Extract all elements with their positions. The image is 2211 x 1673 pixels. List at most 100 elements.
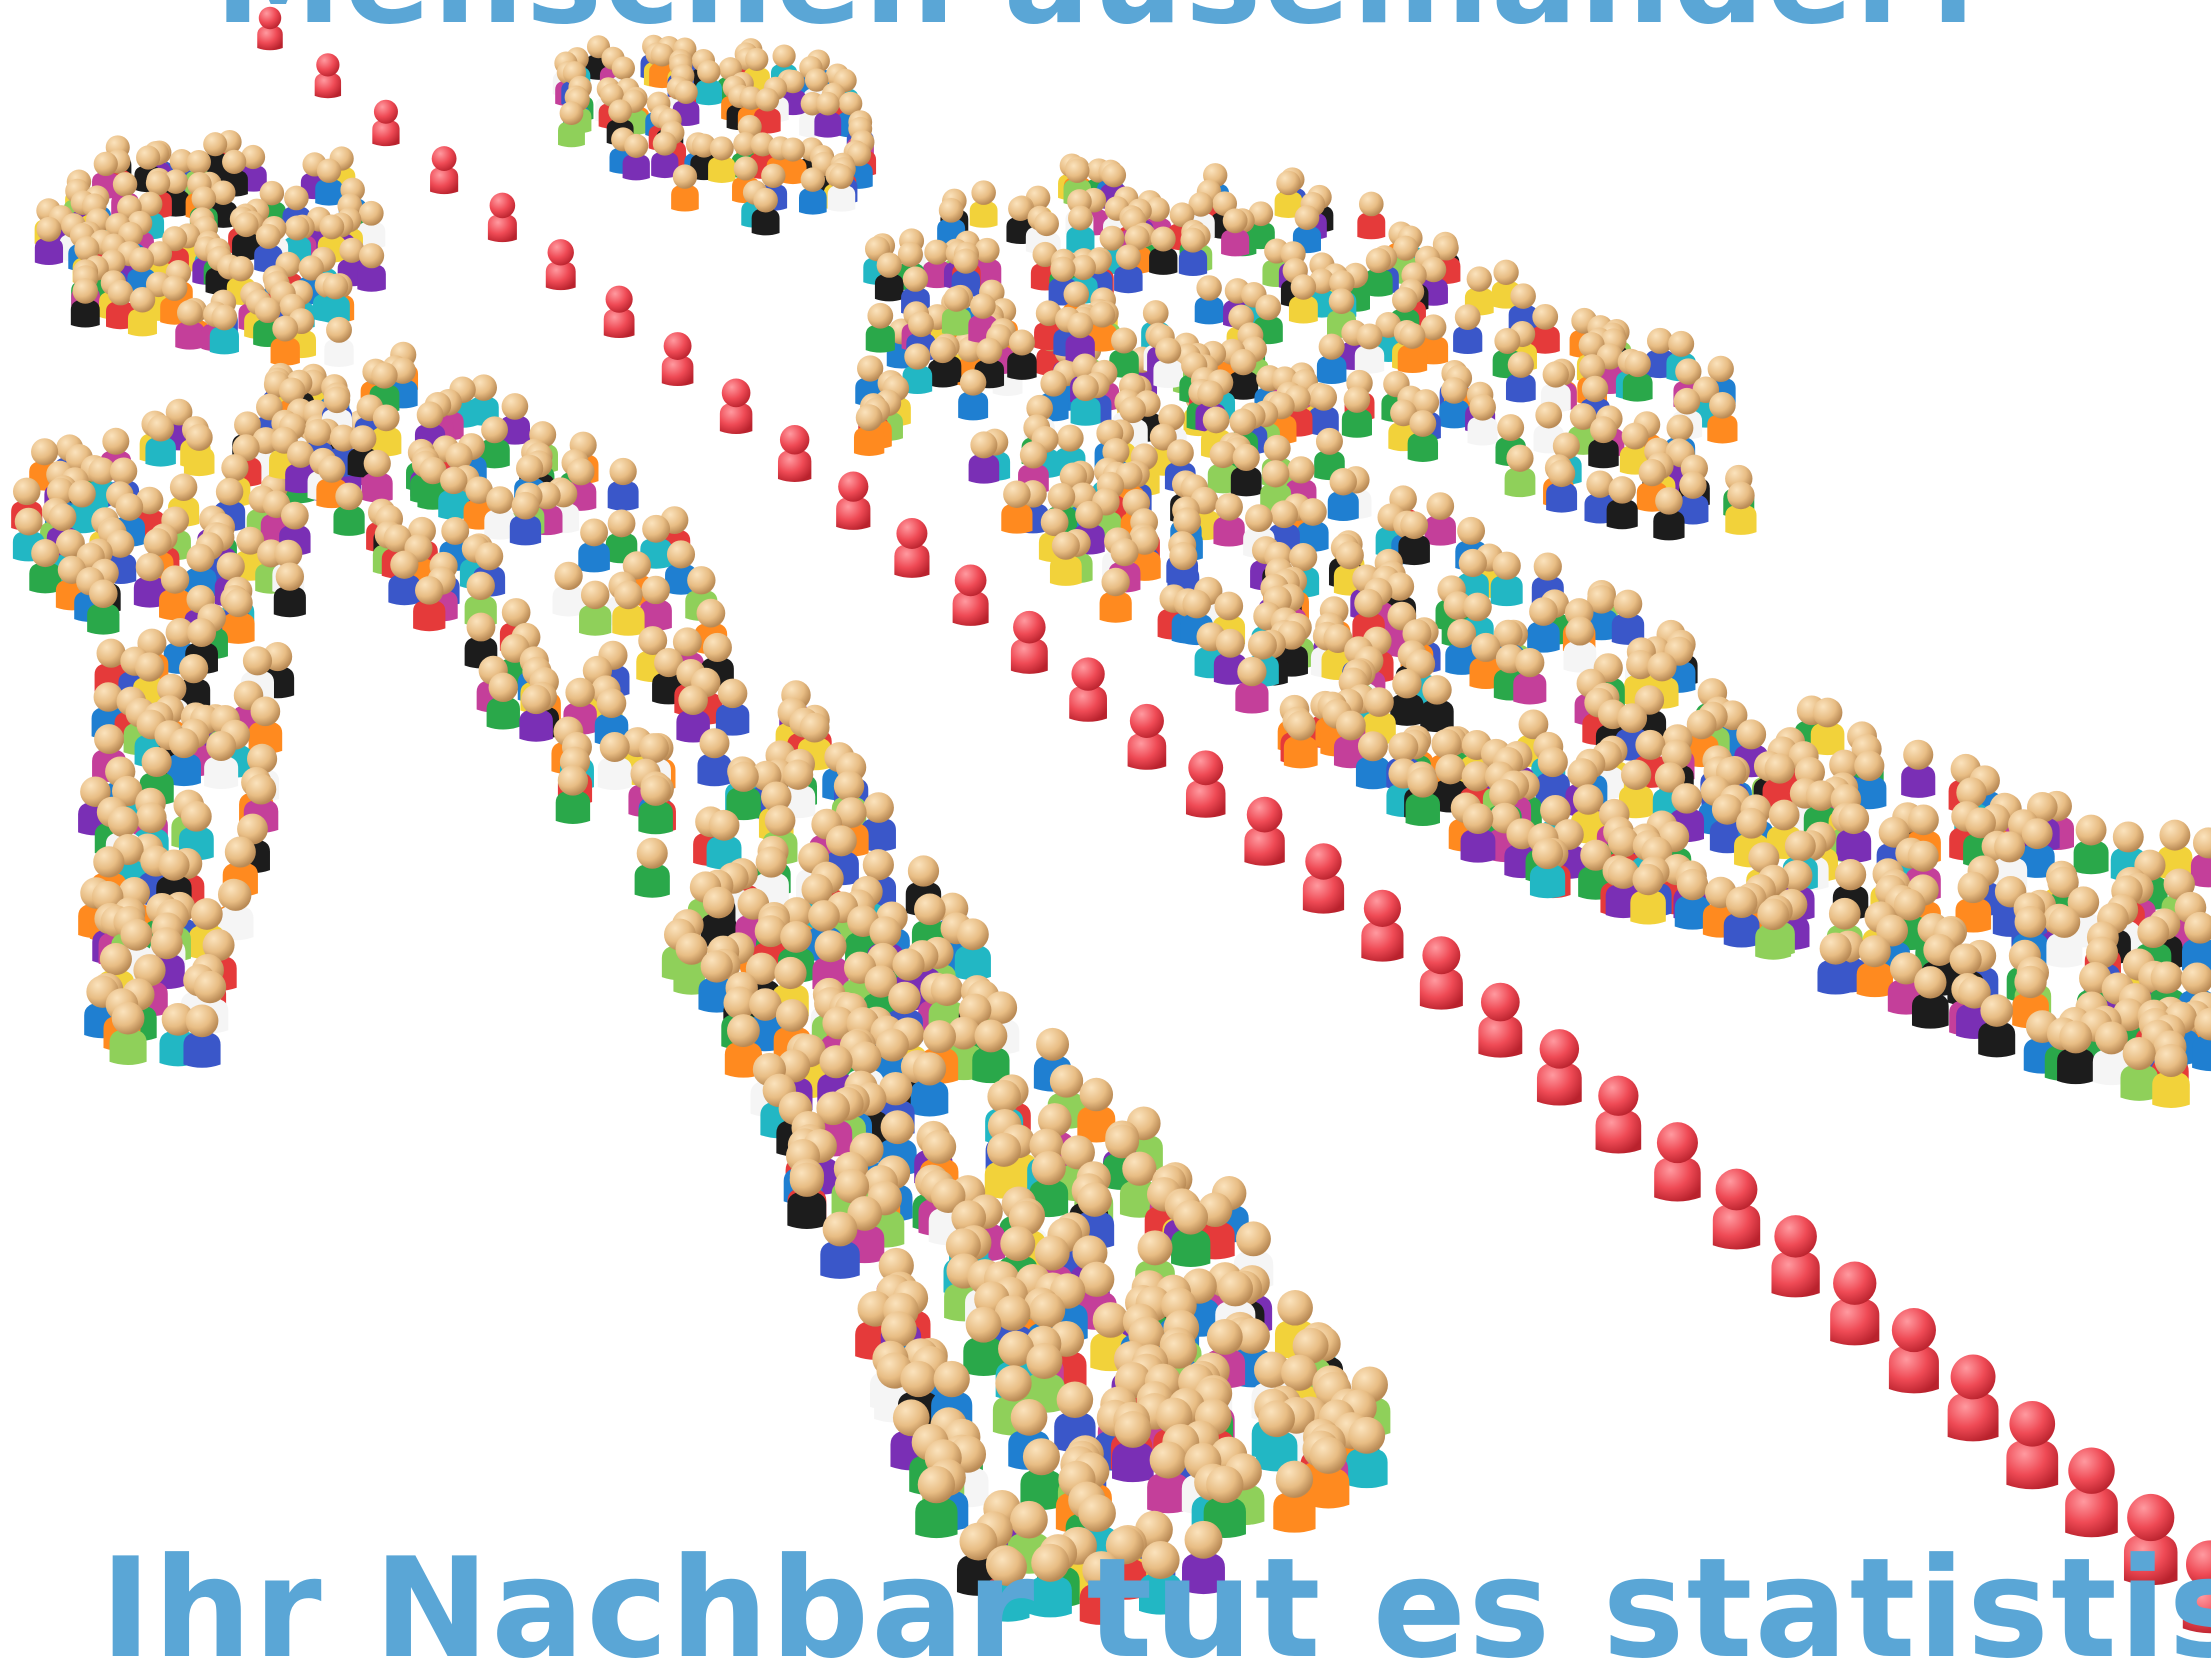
headline-bottom: Ihr Nachbar tut es statistisch: [100, 1528, 2211, 1673]
crowd-figure: [1178, 227, 1208, 276]
crowd-figure: [1529, 838, 1566, 899]
crowd-figure: [853, 404, 885, 456]
red-figure: [1830, 1261, 1880, 1346]
crowd-figure: [315, 158, 343, 206]
red-figure: [719, 378, 753, 434]
crowd-figure: [320, 273, 350, 324]
crowd-figure: [1213, 493, 1245, 547]
crowd-figure: [145, 414, 176, 467]
crowd-figure: [166, 728, 201, 787]
right-head-group: [552, 34, 877, 236]
crowd-figure: [357, 200, 386, 249]
crowd-figure: [697, 728, 732, 787]
red-figure: [952, 564, 989, 626]
red-figure: [430, 146, 459, 195]
crowd-figure: [968, 431, 1000, 484]
crowd-figure: [484, 486, 516, 540]
red-figure: [1244, 796, 1285, 866]
crowd-figure: [1611, 589, 1645, 645]
crowd-figure: [1297, 498, 1329, 552]
crowd-figure: [724, 1014, 763, 1078]
crowd-figure: [1467, 394, 1498, 446]
red-figure: [777, 425, 812, 482]
crowd-figure: [986, 1547, 1030, 1622]
crowd-figure: [1460, 803, 1496, 863]
crowd-figure: [109, 1001, 147, 1066]
crowd-figure: [209, 304, 239, 355]
crowd-figure: [1020, 1438, 1063, 1510]
crowd-figure: [270, 315, 300, 366]
crowd-figure: [1273, 1460, 1316, 1533]
crowd-figure: [969, 180, 998, 228]
crowd-figure: [1283, 710, 1318, 769]
crowd-figure: [622, 133, 650, 181]
crowd-figure: [972, 1019, 1010, 1084]
crowd-figure: [634, 837, 670, 898]
crowd-figure: [607, 457, 639, 511]
crowd-figure: [2152, 1043, 2190, 1108]
crowd-figure: [1235, 656, 1269, 714]
crowd-figure: [1911, 966, 1949, 1029]
crowd-figure: [1207, 440, 1239, 494]
crowd-figure: [519, 684, 553, 742]
crowd-figure: [127, 286, 157, 337]
crowd-figure: [1171, 1199, 1211, 1267]
crowd-figure: [1546, 459, 1578, 513]
crowd-figure: [1316, 333, 1347, 385]
crowd-figure: [1453, 304, 1483, 355]
crowd-figure: [159, 565, 192, 621]
crowd-figure: [1653, 487, 1685, 541]
crowd-figure: [715, 678, 750, 736]
left-body-group: [269, 341, 1391, 1625]
red-figure: [1302, 843, 1345, 914]
crowd-figure: [1228, 349, 1259, 400]
red-figure: [894, 517, 930, 578]
crowd-figure: [1357, 191, 1386, 240]
crowd-figure: [706, 809, 742, 870]
crowd-figure: [1147, 1441, 1190, 1514]
crowd-figure: [361, 449, 393, 503]
crowd-figure: [388, 550, 421, 606]
crowd-figure: [106, 279, 135, 330]
crowd-figure: [927, 337, 958, 388]
red-figure: [545, 239, 576, 291]
crowd-figure: [865, 302, 895, 353]
crowd-figure: [1114, 244, 1143, 294]
crowd-figure: [963, 1306, 1004, 1376]
crowd-figure: [1341, 386, 1372, 438]
crowd-figure: [1255, 1400, 1298, 1472]
red-figure-chain: [257, 6, 2211, 1634]
red-figure: [1069, 657, 1107, 722]
crowd-figure: [509, 491, 542, 546]
crowd-figure: [438, 466, 470, 520]
crowd-figure: [1856, 935, 1893, 998]
crowd-figure: [1028, 1543, 1072, 1618]
red-figure: [836, 471, 871, 530]
crowd-figure: [1397, 322, 1428, 374]
red-figure: [1185, 750, 1226, 818]
crowd-figure: [1001, 480, 1033, 534]
crowd-figure: [1817, 932, 1854, 995]
crowd-figure: [751, 187, 780, 236]
red-figure: [1654, 1122, 1701, 1202]
crowd-figure: [2057, 1020, 2095, 1085]
crowd-figure: [1070, 374, 1101, 426]
crowd-figure: [779, 137, 807, 185]
crowd-figure: [1674, 868, 1711, 930]
left-head-group: [34, 129, 386, 367]
crowd-figure: [1364, 247, 1393, 297]
crowd-figure: [639, 575, 672, 631]
crowd-figure: [371, 404, 402, 457]
red-figure: [2006, 1400, 2059, 1490]
crowd-figure: [1725, 481, 1757, 535]
crowd-figure: [2192, 1007, 2211, 1072]
crowd-figure: [232, 212, 261, 261]
crowd-figure: [941, 286, 971, 336]
crowd-figure: [1424, 492, 1456, 546]
crowd-figure: [558, 101, 585, 148]
crowd-figure: [1007, 329, 1037, 380]
crowd-figure: [2190, 827, 2211, 888]
crowd-figure: [726, 761, 761, 821]
crowd-figure: [1677, 471, 1709, 525]
crowd-figure: [1405, 767, 1440, 827]
